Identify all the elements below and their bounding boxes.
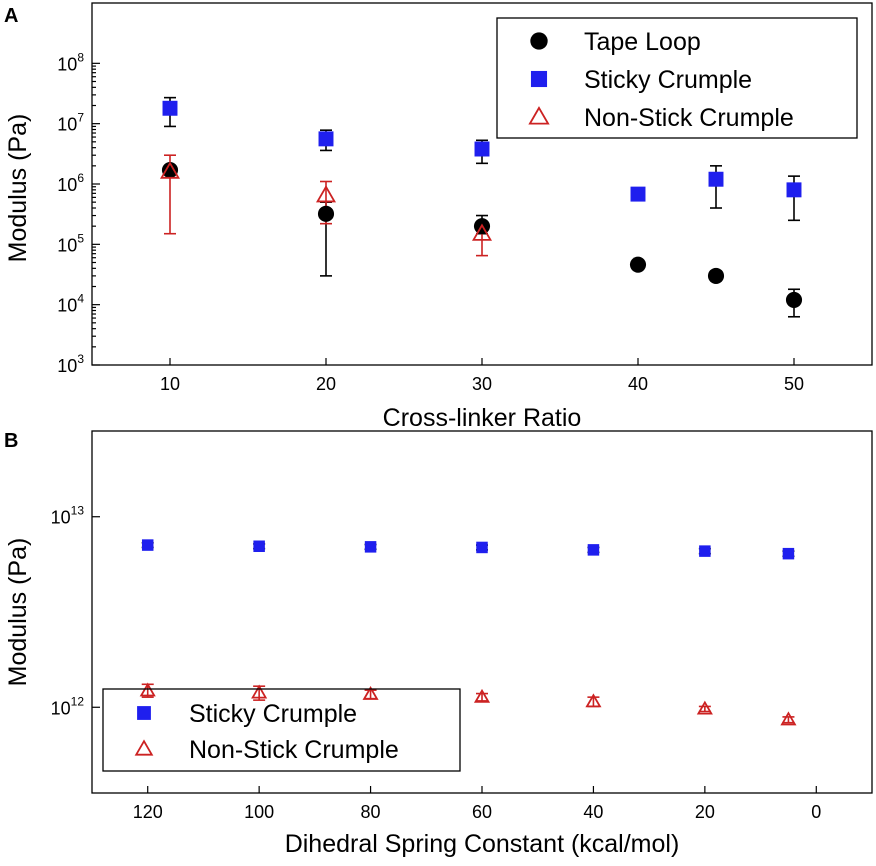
panel-a-y-tick-label: 106 xyxy=(57,171,84,195)
panel-b-non-stick-crumple-error-bar xyxy=(782,716,795,724)
panel-a-sticky-crumple-point xyxy=(786,182,802,198)
panel-a-label: A xyxy=(4,5,18,27)
panel-b-non-stick-crumple-point xyxy=(696,700,713,715)
panel-a-legend-tape-loop-marker xyxy=(530,32,548,50)
panel-a-x-tick-label: 40 xyxy=(628,374,648,394)
panel-a-sticky-crumple-point xyxy=(708,171,724,187)
panel-b-legend-sticky-crumple-marker xyxy=(137,706,151,720)
panel-b-x-tick-label: 0 xyxy=(811,802,821,822)
panel-a-x-tick-label: 10 xyxy=(160,374,180,394)
panel-a-legend-sticky-crumple-label: Sticky Crumple xyxy=(584,66,752,94)
panel-b-y-tick-label: 1012 xyxy=(51,694,85,718)
panel-b-x-tick-label: 60 xyxy=(472,802,492,822)
panel-b-sticky-crumple-point xyxy=(364,541,377,553)
panel-b-sticky-crumple-point xyxy=(782,547,795,560)
panel-a-sticky-crumple-point xyxy=(630,186,646,202)
panel-b-non-stick-crumple-point xyxy=(473,688,491,703)
panel-b-sticky-crumple-point xyxy=(141,539,154,551)
panel-a-tape-loop-point xyxy=(317,205,335,222)
panel-b-non-stick-crumple-error-bar xyxy=(698,705,711,713)
panel-b-non-stick-crumple-point xyxy=(251,684,268,699)
panel-b-error-bars xyxy=(141,541,795,724)
panel-a-legend-sticky-crumple-marker xyxy=(530,70,548,88)
panel-a-y-tick-label: 108 xyxy=(57,50,84,74)
panel-a-legend-tape-loop-label: Tape Loop xyxy=(584,28,701,56)
panel-b-non-stick-crumple-point xyxy=(362,685,379,700)
panel-a-legend: Tape Loop Sticky Crumple Non-Stick Crumple xyxy=(496,17,858,139)
panel-b-y-tick-label: 1013 xyxy=(51,504,85,528)
panel-b-x-ticks: 120 100 80 60 40 20 0 xyxy=(133,786,821,822)
panel-b-legend: Sticky Crumple Non-Stick Crumple xyxy=(102,688,461,772)
panel-a-plot-frame xyxy=(91,2,873,366)
panel-b-sticky-crumple-point xyxy=(587,544,600,556)
panel-a-x-tick-label: 30 xyxy=(472,374,492,394)
panel-b-sticky-crumple-point xyxy=(476,541,488,554)
panel-a-sticky-crumple-point xyxy=(162,100,178,116)
panel-a-x-tick-label: 20 xyxy=(316,374,336,394)
panel-b-markers xyxy=(139,539,797,726)
panel-b-label: B xyxy=(4,430,18,452)
panel-b-non-stick-crumple-point xyxy=(585,693,602,708)
panel-a-tape-loop-point xyxy=(161,162,179,179)
panel-a-tape-loop-point xyxy=(707,267,725,284)
panel-a-y-tick-label: 105 xyxy=(57,231,84,255)
panel-b: B 120 100 80 60 40 20 0 1012 1013 Dihedral Spri… xyxy=(4,430,873,858)
panel-b-x-tick-label: 80 xyxy=(361,802,381,822)
panel-b-legend-non-stick-crumple-label: Non-Stick Crumple xyxy=(189,736,399,764)
panel-a-sticky-crumple-point xyxy=(474,141,490,157)
panel-b-sticky-crumple-point xyxy=(699,545,711,557)
panel-a-y-tick-label: 104 xyxy=(57,292,84,316)
panel-a-x-tick-label: 50 xyxy=(784,374,804,394)
panel-a-y-axis-title: Modulus (Pa) xyxy=(4,114,32,263)
panel-b-legend-box xyxy=(102,688,461,772)
panel-a-x-ticks: 10 20 30 40 50 xyxy=(160,358,804,394)
panel-b-x-tick-label: 40 xyxy=(583,802,603,822)
panel-a-y-tick-label: 107 xyxy=(57,111,84,135)
panel-b-x-tick-label: 120 xyxy=(133,802,163,822)
panel-a-x-axis-title: Cross-linker Ratio xyxy=(383,404,582,432)
panel-a: A 10 20 30 40 50 103 104 105 106 107 108 Cross-li… xyxy=(4,2,873,432)
panel-b-non-stick-crumple-error-bar xyxy=(476,692,488,702)
panel-b-y-ticks: 1012 1013 xyxy=(51,504,100,718)
panel-a-markers xyxy=(159,100,803,308)
panel-a-sticky-crumple-point xyxy=(318,131,334,147)
panel-a-non-stick-crumple-point xyxy=(315,185,337,203)
panel-a-legend-non-stick-crumple-label: Non-Stick Crumple xyxy=(584,104,794,132)
panel-b-x-tick-label: 20 xyxy=(695,802,715,822)
panel-b-x-axis-title: Dihedral Spring Constant (kcal/mol) xyxy=(285,830,680,858)
panel-b-legend-sticky-crumple-label: Sticky Crumple xyxy=(189,700,357,728)
panel-b-non-stick-crumple-point xyxy=(139,682,156,697)
panel-a-non-stick-crumple-point xyxy=(471,223,493,241)
panel-a-legend-non-stick-crumple-marker xyxy=(528,106,550,125)
panel-a-y-tick-label: 103 xyxy=(57,352,84,376)
panel-b-non-stick-crumple-point xyxy=(780,711,797,726)
panel-b-y-axis-title: Modulus (Pa) xyxy=(4,538,32,687)
panel-b-x-tick-label: 100 xyxy=(244,802,274,822)
panel-a-tape-loop-point xyxy=(785,291,803,308)
panel-b-sticky-crumple-point xyxy=(253,540,265,552)
panel-a-tape-loop-point xyxy=(629,256,647,273)
panel-a-legend-box xyxy=(496,17,858,139)
panel-a-y-ticks: 103 104 105 106 107 108 xyxy=(57,50,100,376)
panel-b-legend-non-stick-crumple-marker xyxy=(134,739,154,756)
panel-a-non-stick-crumple-point xyxy=(159,161,181,179)
